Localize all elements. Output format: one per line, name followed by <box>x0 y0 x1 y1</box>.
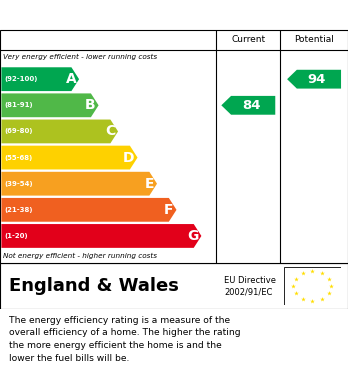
Text: Current: Current <box>231 36 266 45</box>
Text: A: A <box>65 72 76 86</box>
Text: (1-20): (1-20) <box>4 233 28 239</box>
Text: (21-38): (21-38) <box>4 207 33 213</box>
Text: Very energy efficient - lower running costs: Very energy efficient - lower running co… <box>3 54 158 60</box>
Polygon shape <box>1 120 118 143</box>
Text: Not energy efficient - higher running costs: Not energy efficient - higher running co… <box>3 253 158 259</box>
Text: The energy efficiency rating is a measure of the
overall efficiency of a home. T: The energy efficiency rating is a measur… <box>9 316 240 363</box>
Polygon shape <box>1 172 157 196</box>
Text: England & Wales: England & Wales <box>9 277 179 295</box>
Text: Energy Efficiency Rating: Energy Efficiency Rating <box>9 7 230 23</box>
Text: 84: 84 <box>242 99 260 112</box>
Text: G: G <box>187 229 199 243</box>
Polygon shape <box>1 93 98 117</box>
Polygon shape <box>221 96 275 115</box>
Text: B: B <box>85 98 96 112</box>
Text: (81-91): (81-91) <box>4 102 33 108</box>
Text: (92-100): (92-100) <box>4 76 38 82</box>
Text: (39-54): (39-54) <box>4 181 33 187</box>
Text: F: F <box>164 203 174 217</box>
Text: EU Directive
2002/91/EC: EU Directive 2002/91/EC <box>224 276 276 296</box>
Polygon shape <box>1 224 201 248</box>
Text: C: C <box>105 124 115 138</box>
Text: Potential: Potential <box>294 36 334 45</box>
Polygon shape <box>1 67 79 91</box>
Text: D: D <box>123 151 135 165</box>
Text: (69-80): (69-80) <box>4 128 33 135</box>
Text: E: E <box>145 177 154 191</box>
Polygon shape <box>1 146 137 169</box>
Polygon shape <box>1 198 176 222</box>
Polygon shape <box>287 70 341 89</box>
Text: (55-68): (55-68) <box>4 154 32 161</box>
Text: 94: 94 <box>308 73 326 86</box>
